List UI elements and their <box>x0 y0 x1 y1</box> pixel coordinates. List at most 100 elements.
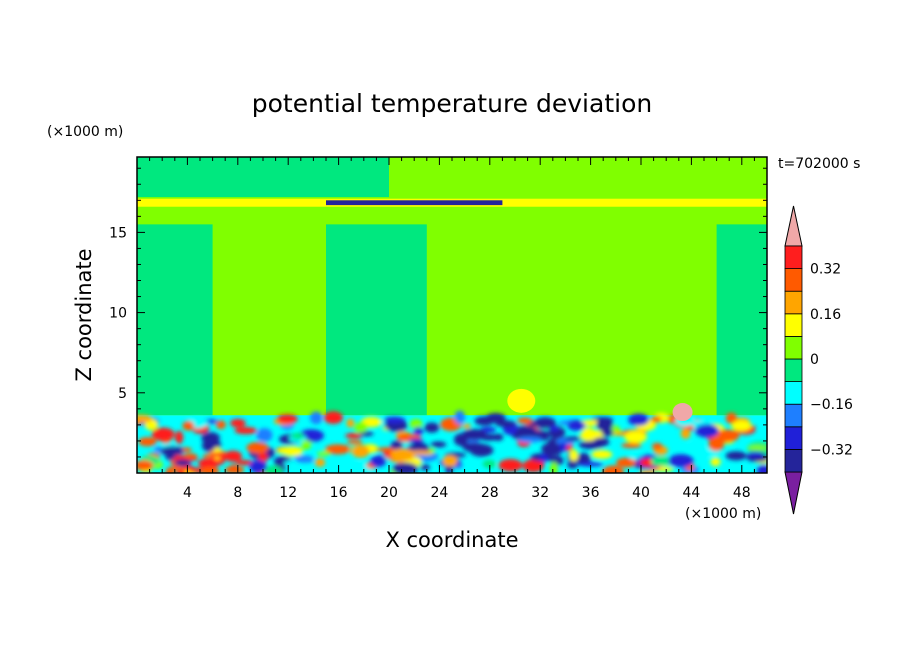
eddy <box>209 452 233 458</box>
boundary-eddies <box>137 410 767 473</box>
eddy <box>314 458 326 467</box>
colorbar-box <box>784 358 803 383</box>
eddy <box>323 411 344 425</box>
eddy <box>616 457 637 468</box>
x-tick-label: 20 <box>380 485 398 501</box>
chart-title: potential temperature deviation <box>252 89 652 118</box>
eddy <box>230 418 246 428</box>
eddy <box>725 412 738 424</box>
eddy <box>234 427 258 435</box>
x-tick-label: 48 <box>733 485 751 501</box>
eddy <box>235 460 254 466</box>
eddy <box>549 461 559 473</box>
eddy <box>534 417 557 429</box>
eddy <box>668 454 694 468</box>
colorbar-box <box>784 403 803 428</box>
eddy <box>482 459 496 469</box>
x-tick-label: 24 <box>430 485 448 501</box>
eddy <box>200 466 220 473</box>
eddy <box>137 414 153 423</box>
eddy <box>354 422 368 433</box>
eddy <box>688 443 705 451</box>
eddy <box>370 455 387 467</box>
eddy <box>628 413 650 426</box>
colorbar-box <box>784 381 803 405</box>
eddy <box>465 467 486 473</box>
eddy <box>390 440 403 450</box>
eddy <box>420 464 431 471</box>
warm-patch <box>507 388 536 413</box>
colorbar-tick-label: 0 <box>810 352 819 368</box>
eddy <box>249 460 267 473</box>
eddy <box>602 465 625 473</box>
eddy <box>324 444 351 455</box>
colorbar-box <box>784 448 803 473</box>
eddy <box>151 427 175 441</box>
eddy <box>346 418 355 428</box>
eddy <box>246 442 269 454</box>
colorbar-tick-label: 0.32 <box>810 262 841 278</box>
plot-area <box>137 157 767 473</box>
eddy <box>680 428 691 439</box>
eddy <box>138 437 157 447</box>
colorbar-box <box>784 268 803 292</box>
eddy <box>580 432 606 437</box>
eddy <box>495 420 517 428</box>
eddy <box>174 459 192 467</box>
field-region-mid-negative-center <box>326 224 427 416</box>
eddy <box>165 467 175 473</box>
eddy <box>731 420 752 431</box>
eddy <box>383 416 406 424</box>
eddy <box>413 427 424 436</box>
eddy <box>424 422 440 433</box>
eddy <box>351 444 370 458</box>
colorbar-box <box>784 290 803 315</box>
eddy <box>575 452 591 465</box>
warm-plume <box>672 403 693 422</box>
eddy <box>256 428 273 443</box>
eddy <box>224 466 245 473</box>
eddy <box>651 442 663 450</box>
eddy <box>725 451 747 461</box>
eddy <box>462 423 471 429</box>
eddy <box>558 442 568 452</box>
colorbar-box <box>784 313 803 337</box>
eddy <box>710 457 721 467</box>
y-axis-unit: (×1000 m) <box>47 124 123 140</box>
eddy <box>498 458 523 472</box>
eddy <box>392 462 419 473</box>
x-tick-label: 36 <box>582 485 600 501</box>
eddy <box>317 451 331 457</box>
eddy <box>624 430 647 444</box>
eddy <box>567 420 586 431</box>
colorbar-box <box>784 335 803 360</box>
y-tick-label: 15 <box>109 225 127 241</box>
eddy <box>480 426 497 433</box>
eddy <box>549 425 561 432</box>
x-tick-label: 32 <box>531 485 549 501</box>
colorbar-tick-label: −0.32 <box>810 442 853 458</box>
colorbar: 0.32 0.16 0 −0.16 −0.32 <box>784 205 853 515</box>
eddy <box>283 460 298 467</box>
eddy <box>567 460 578 469</box>
eddy <box>300 439 312 450</box>
eddy <box>756 464 767 473</box>
colorbar-box <box>784 426 803 450</box>
eddy <box>529 430 551 437</box>
eddy <box>277 414 298 424</box>
eddy <box>516 436 543 443</box>
time-label: t=702000 s <box>778 156 860 172</box>
eddy <box>454 410 466 425</box>
eddy <box>442 455 458 468</box>
eddy <box>282 446 304 457</box>
eddy <box>345 432 363 439</box>
eddy <box>293 455 314 461</box>
x-tick-label: 8 <box>233 485 242 501</box>
eddy <box>174 430 184 444</box>
colorbar-max-arrow <box>784 205 803 247</box>
y-tick-label: 5 <box>118 386 127 402</box>
contour-field <box>137 157 767 473</box>
eddy <box>346 440 363 445</box>
field-region-tropopause-cold-band <box>326 200 503 206</box>
eddy <box>577 462 604 467</box>
